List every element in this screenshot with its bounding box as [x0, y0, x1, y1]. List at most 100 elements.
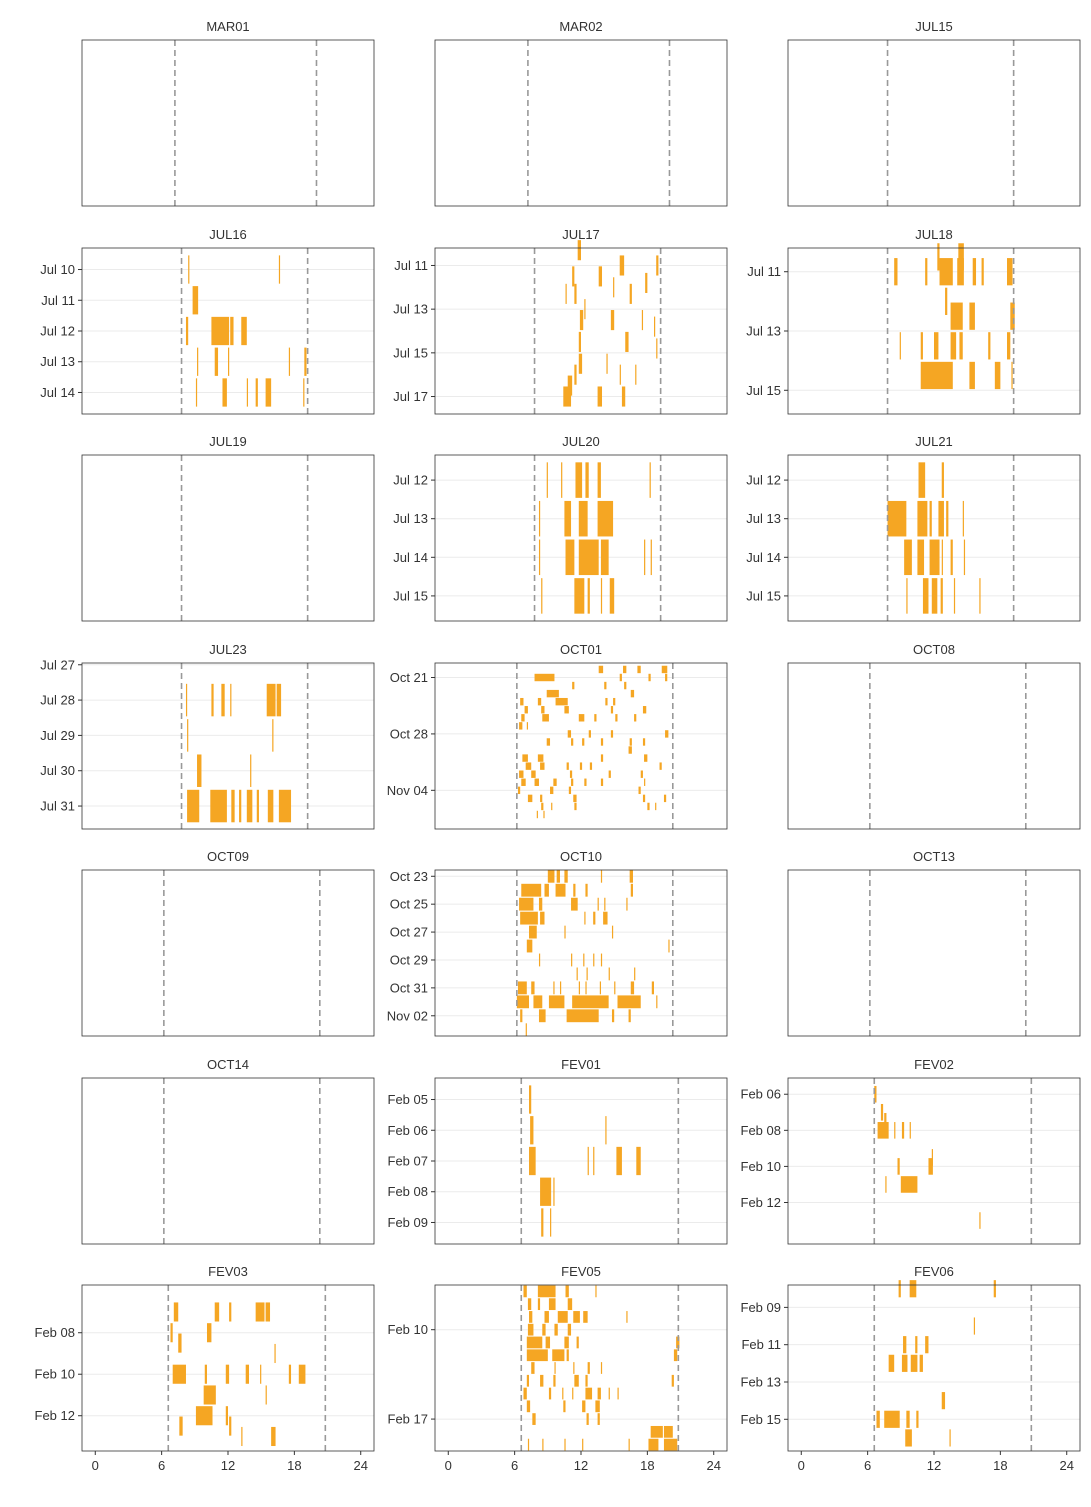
activity-bar: [597, 897, 599, 911]
activity-bar: [621, 386, 626, 407]
activity-bar: [538, 500, 541, 537]
activity-bar: [527, 1298, 532, 1311]
activity-bar: [642, 706, 647, 714]
activity-bar: [265, 1302, 271, 1322]
activity-bar: [531, 1362, 535, 1374]
activity-bar: [564, 869, 568, 883]
activity-bar: [230, 316, 234, 346]
activity-bar: [527, 1323, 534, 1336]
panel-fev05: FEV05 Feb 10 Feb 17 0 6 12 18 24: [388, 1264, 728, 1473]
panel-title: OCT13: [913, 849, 955, 864]
activity-bar: [524, 706, 528, 714]
activity-bar: [583, 953, 585, 967]
activity-bar: [197, 347, 199, 376]
activity-bar: [901, 1122, 905, 1139]
activity-bar: [197, 754, 202, 787]
panel-title: FEV05: [561, 1264, 601, 1279]
activity-bar: [929, 500, 932, 537]
activity-bar: [533, 995, 543, 1009]
activity-bar: [246, 378, 249, 407]
activity-bar: [903, 1336, 907, 1354]
activity-bar: [894, 1122, 896, 1139]
activity-bar: [565, 539, 575, 576]
activity-bar: [170, 1323, 173, 1343]
activity-bar: [656, 255, 659, 276]
activity-bar: [611, 925, 614, 939]
activity-bar: [537, 1285, 556, 1298]
x-tick-label: 0: [92, 1458, 99, 1473]
activity-bar: [579, 310, 584, 331]
activity-bar: [586, 967, 588, 981]
activity-bar: [600, 754, 604, 762]
activity-bar: [303, 378, 305, 407]
activity-bar: [582, 1438, 584, 1451]
y-tick-label: Feb 06: [388, 1123, 428, 1138]
activity-bar: [529, 1311, 533, 1323]
activity-bar: [230, 683, 232, 717]
activity-bar: [239, 789, 242, 823]
activity-bar: [641, 310, 644, 331]
activity-bar: [210, 789, 227, 823]
activity-bar: [541, 706, 545, 714]
activity-bar: [957, 258, 964, 286]
activity-bar: [594, 714, 597, 722]
panel-title: OCT09: [207, 849, 249, 864]
activity-bar: [584, 299, 586, 320]
panel-title: OCT01: [560, 642, 602, 657]
activity-bar: [553, 1177, 555, 1206]
activity-bar: [900, 1176, 918, 1193]
activity-bar: [278, 789, 292, 823]
activity-bar: [884, 1410, 900, 1428]
activity-bar: [630, 883, 633, 897]
activity-bar: [574, 578, 585, 614]
panel-border: [434, 1077, 728, 1245]
activity-bar: [567, 1298, 573, 1311]
activity-bar: [906, 1410, 910, 1428]
activity-bar: [577, 240, 581, 261]
activity-bar: [586, 1413, 589, 1425]
y-tick-label: Jul 14: [40, 385, 75, 400]
activity-bar: [526, 722, 529, 730]
activity-bar: [256, 789, 259, 823]
activity-bar: [648, 673, 651, 682]
activity-bar: [584, 911, 586, 925]
activity-bar: [541, 578, 543, 614]
activity-bar: [644, 539, 646, 576]
panel-title: FEV03: [208, 1264, 248, 1279]
y-tick-label: Jul 29: [40, 728, 75, 743]
activity-bar: [910, 1354, 918, 1372]
activity-bar: [1011, 361, 1013, 390]
activity-bar: [901, 1354, 908, 1372]
activity-bar: [597, 462, 601, 498]
panel-border: [787, 454, 1081, 622]
activity-bar: [574, 1374, 579, 1387]
activity-bar: [934, 332, 939, 360]
activity-bar: [555, 697, 568, 706]
activity-bar: [185, 316, 189, 346]
panel-background: [82, 663, 374, 829]
activity-bar: [619, 673, 622, 682]
activity-bar: [888, 1354, 895, 1372]
activity-bar: [994, 361, 1001, 390]
activity-bar: [608, 1387, 610, 1400]
activity-bar: [905, 1429, 912, 1447]
activity-bar: [565, 1285, 569, 1298]
activity-bar: [552, 1349, 565, 1362]
activity-bar: [537, 1298, 541, 1311]
activity-bar: [573, 794, 577, 803]
y-tick-label: Jul 17: [393, 389, 428, 404]
activity-bar: [665, 730, 669, 738]
panel-fev06: FEV06 Feb 09 Feb 11 Feb 13 Feb 15 0 6 12 18 24: [741, 1264, 1081, 1473]
x-tick-label: 12: [927, 1458, 941, 1473]
activity-bar: [877, 1122, 889, 1139]
activity-bar: [628, 746, 632, 754]
panel-mar01: MAR01: [81, 19, 375, 207]
activity-bar: [192, 286, 199, 315]
activity-bar: [521, 883, 542, 897]
activity-bar: [959, 332, 963, 360]
activity-bar: [904, 539, 912, 576]
activity-bar: [576, 1336, 579, 1349]
activity-bar: [529, 1085, 532, 1114]
activity-bar: [567, 730, 572, 738]
activity-bar: [598, 665, 604, 674]
